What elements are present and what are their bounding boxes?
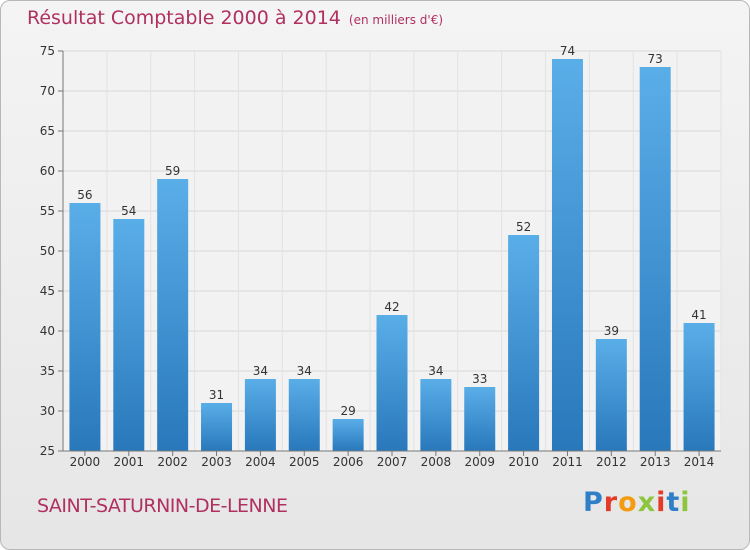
y-tick-label: 45 [40, 284, 55, 298]
data-label: 33 [472, 372, 487, 386]
bar [639, 67, 671, 451]
bar [288, 379, 320, 451]
y-tick-label: 70 [40, 84, 55, 98]
title-text: Résultat Comptable 2000 à 2014 [27, 7, 341, 29]
axes: 25 30 35 40 45 50 55 60 65 70 75 2000 2001 2002 2003 20… [40, 44, 721, 469]
x-tick-label: 2001 [114, 455, 145, 469]
bar [420, 379, 452, 451]
x-tick-label: 2002 [157, 455, 188, 469]
bar [595, 339, 627, 451]
x-tick-label: 2010 [508, 455, 539, 469]
x-tick-label: 2007 [377, 455, 408, 469]
data-label: 42 [384, 300, 399, 314]
place-name: SAINT-SATURNIN-DE-LENNE [37, 495, 288, 517]
bar [551, 59, 583, 451]
y-tick-label: 65 [40, 124, 55, 138]
data-label: 59 [165, 164, 180, 178]
x-tick-label: 2011 [552, 455, 583, 469]
bar [69, 203, 101, 451]
title-unit: (en milliers d'€) [348, 13, 444, 27]
logo-letter: i [680, 487, 691, 518]
y-tick-label: 30 [40, 404, 55, 418]
bar [508, 235, 540, 451]
x-tick-label: 2006 [333, 455, 364, 469]
x-tick-label: 2013 [640, 455, 671, 469]
data-label: 56 [77, 188, 92, 202]
y-tick-label: 60 [40, 164, 55, 178]
data-label: 74 [560, 44, 575, 58]
bar [113, 219, 145, 451]
proxiti-logo: Proxiti [583, 487, 691, 518]
x-tick-label: 2003 [201, 455, 232, 469]
bar [332, 419, 364, 451]
y-tick-label: 40 [40, 324, 55, 338]
logo-letter: t [666, 487, 681, 518]
logo-letter: o [618, 487, 638, 518]
bars: 56 54 59 31 34 34 29 42 34 33 52 74 39 73 41 [69, 44, 715, 451]
bar [201, 403, 233, 451]
bar [376, 315, 408, 451]
data-label: 31 [209, 388, 224, 402]
chart-title: Résultat Comptable 2000 à 2014 (en millie… [27, 7, 443, 29]
data-label: 39 [604, 324, 619, 338]
logo-letter: P [583, 487, 604, 518]
x-tick-label: 2008 [421, 455, 452, 469]
x-tick-label: 2012 [596, 455, 627, 469]
data-label: 29 [340, 404, 355, 418]
bar [464, 387, 496, 451]
x-tick-label: 2004 [245, 455, 276, 469]
bar [683, 323, 715, 451]
x-tick-label: 2005 [289, 455, 320, 469]
data-label: 34 [428, 364, 443, 378]
x-tick-label: 2009 [464, 455, 495, 469]
x-tick-label: 2014 [684, 455, 715, 469]
logo-letter: r [603, 487, 619, 518]
y-tick-label: 55 [40, 204, 55, 218]
data-label: 34 [253, 364, 268, 378]
logo-letter: x [637, 487, 657, 518]
logo-letter: i [656, 487, 667, 518]
data-label: 41 [691, 308, 706, 322]
y-tick-label: 75 [40, 44, 55, 58]
data-label: 52 [516, 220, 531, 234]
bar [157, 179, 189, 451]
data-label: 73 [648, 52, 663, 66]
y-tick-label: 50 [40, 244, 55, 258]
y-tick-label: 35 [40, 364, 55, 378]
data-label: 54 [121, 204, 136, 218]
x-tick-label: 2000 [70, 455, 101, 469]
y-tick-label: 25 [40, 444, 55, 458]
bar [244, 379, 276, 451]
data-label: 34 [297, 364, 312, 378]
